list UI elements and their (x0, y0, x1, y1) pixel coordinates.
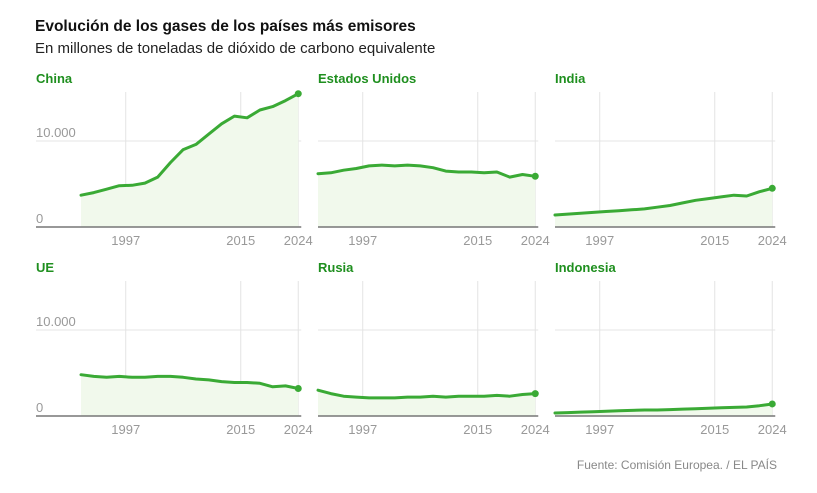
panel-estados-unidos: Estados Unidos 1997 2015 2024 (316, 71, 550, 248)
chart-title: Evolución de los gases de los países más… (35, 18, 416, 35)
panel-title: Rusia (318, 260, 354, 275)
x-tick-label: 2024 (284, 233, 313, 248)
chart-subtitle: En millones de toneladas de dióxido de c… (35, 40, 436, 57)
x-tick-label: 2015 (700, 233, 729, 248)
series-area (81, 93, 299, 227)
x-tick-label: 2015 (463, 422, 492, 437)
series-line (79, 92, 300, 197)
x-tick-label: 2015 (463, 233, 492, 248)
x-tick-label: 2024 (284, 422, 313, 437)
last-value-point (768, 400, 776, 408)
panel-title: UE (36, 260, 54, 275)
panel-ue: UE 1997 2015 2024 10.000 0 (36, 260, 313, 437)
y-tick-label: 10.000 (36, 314, 76, 329)
last-value-point (531, 390, 539, 398)
panel-title: Indonesia (555, 260, 616, 275)
series-area (81, 374, 299, 416)
series-area (318, 390, 536, 416)
x-tick-label: 2024 (758, 422, 787, 437)
y-tick-label: 10.000 (36, 125, 76, 140)
x-tick-label: 2015 (226, 233, 255, 248)
series-line (553, 186, 774, 217)
x-tick-label: 2024 (521, 422, 550, 437)
x-tick-label: 1997 (111, 233, 140, 248)
x-tick-label: 2015 (700, 422, 729, 437)
x-tick-label: 1997 (585, 422, 614, 437)
panel-indonesia: Indonesia 1997 2015 2024 (553, 260, 787, 437)
panel-title: China (36, 71, 73, 86)
panel-title: India (555, 71, 586, 86)
series-line (79, 373, 300, 390)
series-area (318, 165, 536, 227)
x-tick-label: 1997 (348, 233, 377, 248)
x-tick-label: 2024 (521, 233, 550, 248)
series-line (316, 163, 537, 179)
last-value-point (768, 184, 776, 192)
last-value-point (294, 90, 302, 98)
series-line (553, 402, 774, 415)
source-note: Fuente: Comisión Europea. / EL PAÍS (576, 458, 777, 472)
x-tick-label: 2015 (226, 422, 255, 437)
x-tick-label: 1997 (585, 233, 614, 248)
y-tick-label: 0 (36, 400, 43, 415)
y-tick-label: 0 (36, 211, 43, 226)
last-value-point (294, 384, 302, 392)
last-value-point (531, 172, 539, 180)
x-tick-label: 2024 (758, 233, 787, 248)
panel-china: China 1997 2015 2024 10.000 0 (36, 71, 313, 248)
series-line (316, 388, 537, 400)
panel-title: Estados Unidos (318, 71, 416, 86)
x-tick-label: 1997 (348, 422, 377, 437)
x-tick-label: 1997 (111, 422, 140, 437)
panel-india: India 1997 2015 2024 (553, 71, 787, 248)
panel-rusia: Rusia 1997 2015 2024 (316, 260, 550, 437)
